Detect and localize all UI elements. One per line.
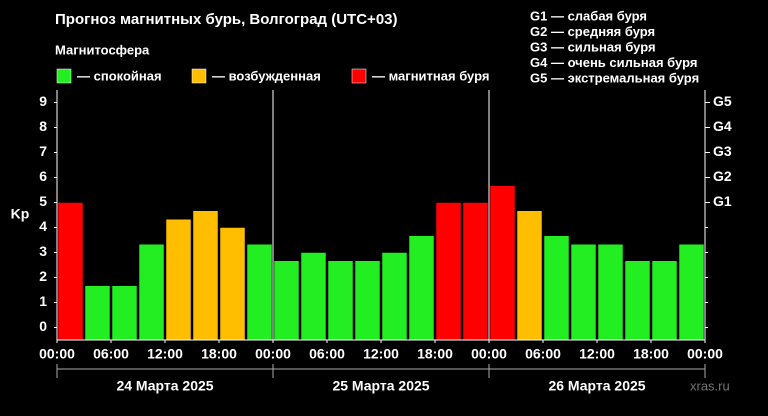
watermark: xras.ru (690, 378, 730, 393)
x-tick-label: 00:00 (39, 346, 75, 362)
bar (624, 260, 651, 341)
scale-note: G5 — экстремальная буря (530, 70, 699, 85)
y-tick-label: 5 (39, 193, 47, 209)
subtitle: Магнитосфера (55, 42, 150, 57)
chart-title: Прогноз магнитных бурь, Волгоград (UTC+0… (55, 11, 398, 28)
day-label: 26 Марта 2025 (548, 378, 645, 394)
y-tick-label: 1 (39, 293, 47, 309)
bar (246, 244, 273, 341)
bar (84, 285, 111, 341)
x-tick-label: 12:00 (579, 346, 615, 362)
y-tick-label: 2 (39, 268, 47, 284)
x-tick-label: 06:00 (93, 346, 129, 362)
y-axis-label: Kp (11, 206, 30, 222)
x-tick-label: 00:00 (471, 346, 507, 362)
y-tick-label: 0 (39, 318, 47, 334)
bar (111, 285, 138, 341)
bar (462, 202, 489, 341)
bar (543, 235, 570, 341)
bar (138, 244, 165, 341)
bar (354, 260, 381, 341)
x-tick-label: 12:00 (147, 346, 183, 362)
x-tick-label: 18:00 (633, 346, 669, 362)
x-tick-label: 00:00 (255, 346, 291, 362)
x-tick-label: 06:00 (525, 346, 561, 362)
x-tick-label: 12:00 (363, 346, 399, 362)
scale-note: G3 — сильная буря (530, 39, 656, 54)
y2-tick-label: G5 (713, 93, 732, 109)
bar (219, 227, 246, 341)
bar (408, 235, 435, 341)
y-tick-label: 8 (39, 118, 47, 134)
bar (165, 219, 192, 341)
bar (597, 244, 624, 341)
x-tick-label: 06:00 (309, 346, 345, 362)
bar (489, 185, 516, 341)
bar (57, 202, 84, 341)
day-label: 24 Марта 2025 (116, 378, 213, 394)
y-tick-label: 6 (39, 168, 47, 184)
bar (651, 260, 678, 341)
legend-label: — возбужденная (212, 68, 321, 83)
y-tick-label: 9 (39, 93, 47, 109)
bar (327, 260, 354, 341)
y-tick-label: 4 (39, 218, 47, 234)
bar (678, 244, 705, 341)
scale-note: G2 — средняя буря (530, 24, 655, 39)
legend-swatch (351, 68, 367, 84)
x-tick-label: 00:00 (687, 346, 723, 362)
legend-swatch (56, 68, 72, 84)
bar (192, 210, 219, 341)
y2-tick-label: G1 (713, 193, 732, 209)
legend-label: — магнитная буря (372, 68, 489, 83)
bar (570, 244, 597, 341)
bar (516, 210, 543, 341)
bar (273, 260, 300, 341)
bar (435, 202, 462, 341)
y2-tick-label: G2 (713, 168, 732, 184)
x-tick-label: 18:00 (201, 346, 237, 362)
y2-tick-label: G4 (713, 118, 732, 134)
bar (300, 252, 327, 341)
legend-label: — спокойная (77, 68, 162, 83)
x-tick-label: 18:00 (417, 346, 453, 362)
legend-swatch (191, 68, 207, 84)
bar (381, 252, 408, 341)
day-label: 25 Марта 2025 (332, 378, 429, 394)
y-tick-label: 3 (39, 243, 47, 259)
y-tick-label: 7 (39, 143, 47, 159)
scale-note: G1 — слабая буря (530, 8, 647, 23)
scale-note: G4 — очень сильная буря (530, 55, 697, 70)
y2-tick-label: G3 (713, 143, 732, 159)
